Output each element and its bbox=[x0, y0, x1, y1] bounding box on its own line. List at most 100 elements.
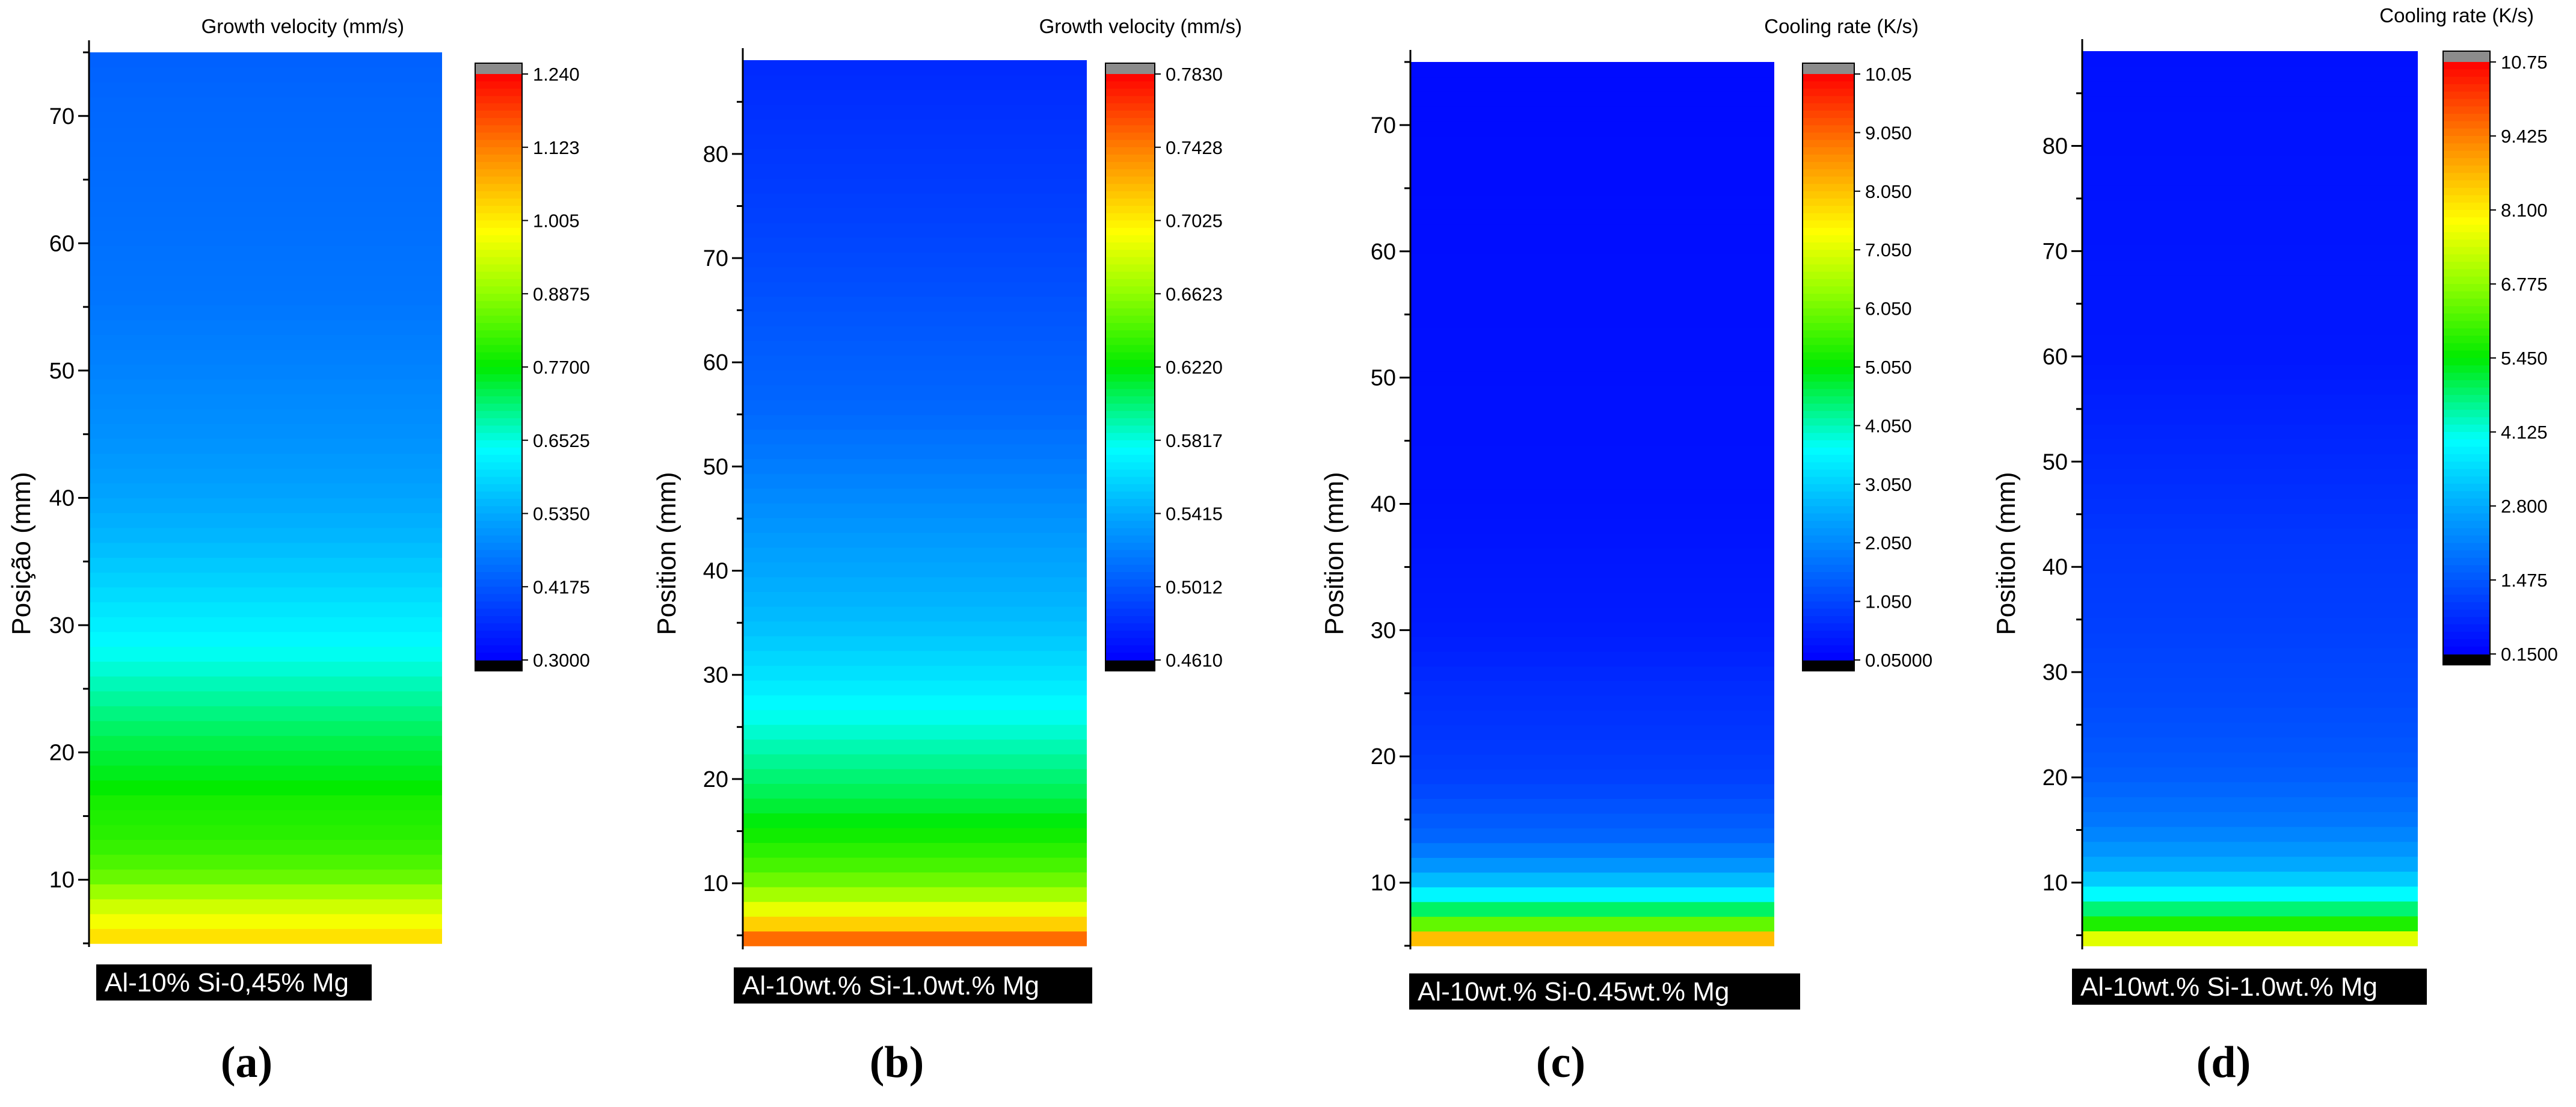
heatmap-band bbox=[743, 325, 1087, 341]
heatmap-band bbox=[2082, 916, 2418, 932]
heatmap-band bbox=[2082, 424, 2418, 440]
heatmap-band bbox=[743, 709, 1087, 725]
colorbar-segment bbox=[1803, 132, 1854, 141]
heatmap-band bbox=[743, 680, 1087, 695]
colorbar-segment bbox=[475, 535, 522, 543]
colorbar-segment bbox=[1105, 455, 1155, 463]
heatmap-band bbox=[1410, 371, 1774, 387]
colorbar-segment bbox=[2443, 114, 2490, 122]
colorbar-segment bbox=[1803, 374, 1854, 383]
colorbar-segment bbox=[475, 213, 522, 221]
alloy-label-text: Al-10wt.% Si-1.0wt.% Mg bbox=[2080, 972, 2378, 1002]
colorbar-segment bbox=[2443, 150, 2490, 159]
colorbar-segment bbox=[475, 564, 522, 573]
y-tick-label: 20 bbox=[703, 767, 728, 792]
alloy-label-text: Al-10wt.% Si-0.45wt.% Mg bbox=[1418, 977, 1729, 1007]
heatmap-band bbox=[743, 458, 1087, 474]
alloy-label: Al-10wt.% Si-0.45wt.% Mg bbox=[1409, 973, 1800, 1010]
heatmap-band bbox=[743, 547, 1087, 563]
colorbar-title: Cooling rate (K/s) bbox=[2379, 4, 2534, 26]
colorbar-segment bbox=[475, 235, 522, 243]
colorbar-segment bbox=[475, 440, 522, 448]
heatmap-band bbox=[89, 631, 442, 647]
heatmap-band bbox=[1410, 518, 1774, 534]
y-tick-label: 40 bbox=[703, 559, 728, 584]
heatmap-band bbox=[1410, 931, 1774, 946]
colorbar-tick-label: 1.475 bbox=[2501, 570, 2548, 591]
colorbar-segment bbox=[1105, 250, 1155, 258]
colorbar-segment bbox=[475, 183, 522, 192]
colorbar-segment bbox=[2443, 350, 2490, 359]
colorbar-segment bbox=[2443, 424, 2490, 433]
colorbar-segment bbox=[475, 411, 522, 419]
colorbar-segment bbox=[475, 579, 522, 588]
heatmap-band bbox=[89, 349, 442, 365]
colorbar-segment bbox=[475, 330, 522, 339]
heatmap-band bbox=[1410, 710, 1774, 726]
heatmap-band bbox=[743, 532, 1087, 548]
colorbar-tick-label: 0.6623 bbox=[1166, 283, 1223, 304]
heatmap-band bbox=[89, 587, 442, 603]
heatmap-band bbox=[1410, 592, 1774, 608]
colorbar-segment bbox=[1105, 476, 1155, 485]
panel-caption: (d) bbox=[2196, 1038, 2251, 1087]
colorbar-segment bbox=[1105, 132, 1155, 141]
y-tick-label: 50 bbox=[1371, 366, 1396, 391]
colorbar-segment bbox=[1105, 279, 1155, 287]
heatmap-band bbox=[1410, 415, 1774, 431]
colorbar-segment bbox=[1803, 294, 1854, 302]
colorbar-segment bbox=[2443, 343, 2490, 351]
heatmap-band bbox=[1410, 636, 1774, 652]
heatmap-band bbox=[2082, 931, 2418, 946]
colorbar-segment bbox=[2443, 572, 2490, 581]
heatmap-band bbox=[743, 665, 1087, 681]
heatmap-band bbox=[89, 141, 442, 157]
heatmap-band bbox=[2082, 692, 2418, 708]
colorbar-segment bbox=[1803, 286, 1854, 295]
colorbar-segment bbox=[1105, 294, 1155, 302]
colorbar-segment bbox=[1803, 645, 1854, 653]
heatmap-band bbox=[89, 928, 442, 944]
heatmap-band bbox=[89, 884, 442, 899]
colorbar-segment bbox=[2443, 262, 2490, 270]
colorbar-segment bbox=[1803, 579, 1854, 588]
colorbar-segment bbox=[1803, 271, 1854, 280]
colorbar-segment bbox=[1105, 403, 1155, 412]
y-axis-title: Posição (mm) bbox=[7, 472, 36, 635]
colorbar-segment bbox=[1803, 176, 1854, 185]
heatmap-band bbox=[89, 913, 442, 930]
colorbar-segment bbox=[1105, 557, 1155, 566]
heatmap-band bbox=[1410, 91, 1774, 107]
colorbar-segment bbox=[1803, 572, 1854, 580]
heatmap-band bbox=[2082, 513, 2418, 529]
colorbar-segment bbox=[2443, 535, 2490, 544]
colorbar-segment bbox=[475, 543, 522, 551]
colorbar-segment bbox=[1105, 103, 1155, 111]
heatmap-band bbox=[89, 750, 442, 766]
colorbar-segment bbox=[1105, 550, 1155, 558]
colorbar: 0.7830 0.7428 0.7025 0.6623 0.6220 0.5817 0.54… bbox=[1039, 15, 1242, 671]
colorbar-segment bbox=[1105, 96, 1155, 104]
colorbar-tick-label: 1.123 bbox=[533, 137, 580, 158]
colorbar-segment bbox=[2443, 358, 2490, 366]
heatmap-band bbox=[2082, 289, 2418, 306]
heatmap-area bbox=[743, 60, 1087, 946]
colorbar-segment bbox=[1803, 476, 1854, 485]
heatmap-band bbox=[89, 364, 442, 380]
heatmap-band bbox=[89, 186, 442, 202]
heatmap-band bbox=[743, 208, 1087, 223]
heatmap-band bbox=[743, 813, 1087, 828]
heatmap-band bbox=[743, 591, 1087, 607]
heatmap-band bbox=[89, 809, 442, 825]
heatmap-band bbox=[89, 676, 442, 692]
heatmap-band bbox=[89, 215, 442, 231]
colorbar-segment bbox=[1105, 491, 1155, 499]
colorbar-segment bbox=[1803, 433, 1854, 441]
heatmap-band bbox=[1410, 754, 1774, 769]
colorbar-segment bbox=[475, 198, 522, 206]
colorbar-segment bbox=[2443, 91, 2490, 100]
heatmap-band bbox=[2082, 901, 2418, 917]
colorbar-segment bbox=[475, 359, 522, 368]
colorbar-segment bbox=[2443, 321, 2490, 329]
alloy-label-text: Al-10wt.% Si-1.0wt.% Mg bbox=[742, 971, 1039, 1001]
